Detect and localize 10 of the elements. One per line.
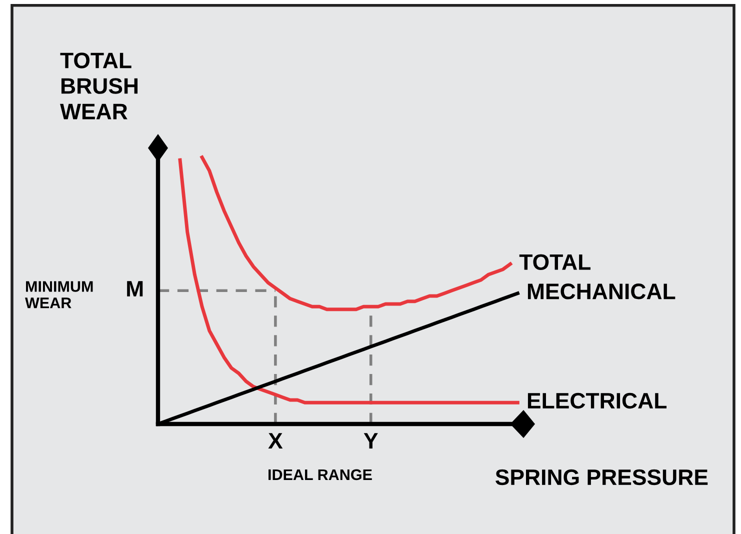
y-axis-title: TOTAL BRUSH WEAR — [60, 52, 138, 120]
ref-line-label: M — [127, 281, 143, 296]
x-tick-label: Y — [364, 433, 378, 448]
series-label: TOTAL — [519, 254, 590, 270]
series-label: MECHANICAL — [528, 284, 676, 300]
text: MINIMUM WEAR — [25, 281, 93, 308]
series-label: ELECTRICAL — [528, 392, 667, 409]
x-tick-label: X — [268, 433, 283, 448]
x-axis-title: SPRING PRESSURE — [496, 469, 708, 486]
text: IDEAL RANGE — [268, 469, 372, 480]
